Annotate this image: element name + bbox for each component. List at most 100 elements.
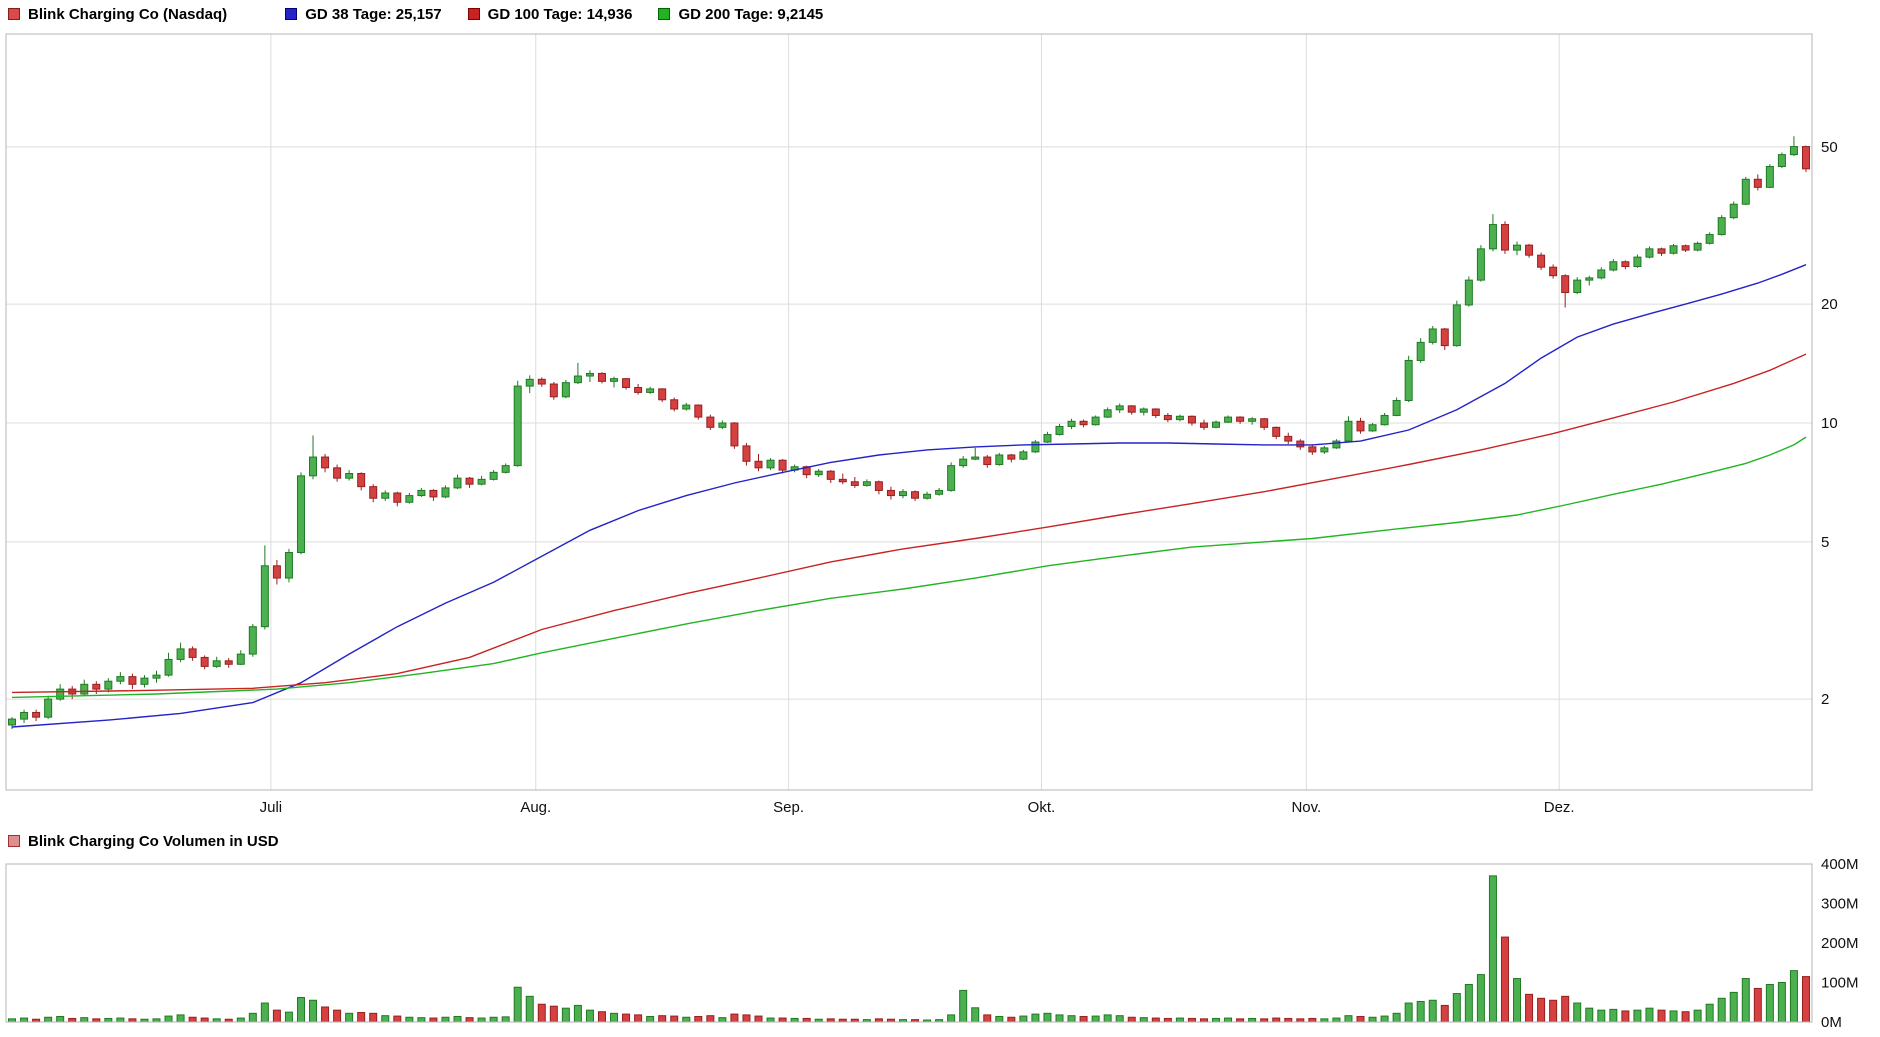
candle-up: [1139, 408, 1148, 413]
volume-bar: [1789, 970, 1798, 1023]
candle-up: [718, 422, 727, 428]
candle-up: [164, 658, 173, 676]
candle-down: [128, 676, 137, 685]
candle-up: [971, 456, 980, 460]
candle-down: [549, 383, 558, 398]
candle-up: [381, 492, 390, 499]
volume-bar: [610, 1012, 619, 1023]
volume-bar: [1669, 1010, 1678, 1023]
volume-bar: [417, 1017, 426, 1023]
candle-up: [296, 475, 305, 554]
candle-up: [1464, 279, 1473, 306]
volume-bar: [1633, 1009, 1642, 1023]
volume-bar: [381, 1015, 390, 1023]
volume-bar: [995, 1015, 1004, 1023]
volume-bar: [44, 1016, 53, 1023]
gd200-swatch-icon: [658, 8, 671, 20]
volume-bar: [622, 1013, 631, 1023]
volume-bar: [1801, 976, 1810, 1023]
candle-down: [754, 460, 763, 469]
volume-bar: [525, 995, 534, 1023]
price-chart-canvas: 50 20 10 5 2 Juli Aug. Sep. Okt. Nov. Dez.: [5, 33, 1838, 816]
volume-bar: [634, 1014, 643, 1023]
candle-up: [1476, 248, 1485, 281]
volume-bar: [1705, 1003, 1714, 1023]
volume-bar: [658, 1015, 667, 1023]
volume-bar: [983, 1014, 992, 1023]
candle-up: [513, 385, 522, 467]
volume-bar: [1067, 1015, 1076, 1023]
candle-up: [212, 660, 221, 667]
month-label: Aug.: [520, 799, 551, 816]
candle-up: [20, 711, 29, 720]
ma-line-gd-38-tage: [11, 264, 1807, 728]
candle-up: [1669, 245, 1678, 254]
candle-up: [1031, 441, 1040, 453]
candle-down: [200, 656, 209, 667]
volume-bar: [1139, 1017, 1148, 1023]
volume-bar: [1777, 982, 1786, 1023]
volume-tick-label: 300M: [1821, 896, 1859, 913]
volume-bar: [1091, 1015, 1100, 1023]
candle-up: [236, 653, 245, 665]
volume-bar: [260, 1002, 269, 1023]
candle-up: [1452, 304, 1461, 347]
candle-down: [1621, 261, 1630, 268]
volume-bar: [321, 1006, 330, 1023]
volume-bar: [1525, 993, 1534, 1023]
volume-bar: [200, 1017, 209, 1023]
volume-bar: [718, 1017, 727, 1023]
volume-bar: [309, 999, 318, 1023]
candle-up: [995, 454, 1004, 466]
candle-up: [1103, 409, 1112, 418]
candle-up: [1248, 418, 1257, 422]
volume-bar: [585, 1009, 594, 1023]
candle-up: [1693, 242, 1702, 251]
candle-down: [1272, 426, 1281, 437]
candle-down: [778, 459, 787, 471]
volume-tick-label: 400M: [1821, 856, 1859, 873]
candle-up: [1067, 420, 1076, 427]
volume-bars: [8, 875, 1810, 1023]
volume-bar: [1007, 1016, 1016, 1023]
candle-down: [850, 481, 859, 486]
volume-bar: [1609, 1008, 1618, 1023]
candle-up: [585, 372, 594, 377]
gd100-label: GD 100 Tage: 14,936: [487, 5, 633, 23]
month-axis-labels: Juli Aug. Sep. Okt. Nov. Dez.: [260, 799, 1575, 816]
volume-bar: [1308, 1017, 1317, 1023]
volume-bar: [1513, 978, 1522, 1023]
candlesticks: [8, 136, 1810, 730]
volume-bar: [1380, 1015, 1389, 1023]
candle-down: [1079, 420, 1088, 426]
candle-down: [1163, 414, 1172, 421]
candle-down: [670, 399, 679, 410]
price-tick-label: 2: [1821, 691, 1829, 708]
volume-bar: [272, 1009, 281, 1023]
volume-bar: [1404, 1002, 1413, 1023]
candle-down: [537, 378, 546, 385]
candle-up: [1633, 256, 1642, 268]
volume-bar: [20, 1017, 29, 1023]
volume-bar: [1151, 1017, 1160, 1023]
volume-bar: [164, 1015, 173, 1023]
volume-bar: [1043, 1012, 1052, 1023]
candle-up: [284, 552, 293, 579]
price-tick-label: 50: [1821, 139, 1838, 156]
volume-bar: [1464, 983, 1473, 1023]
candle-down: [1537, 254, 1546, 268]
candle-up: [453, 477, 462, 489]
candle-down: [622, 378, 631, 388]
candle-up: [248, 626, 257, 655]
volume-bar: [1621, 1010, 1630, 1023]
volume-bar: [1175, 1017, 1184, 1023]
volume-bar: [597, 1011, 606, 1023]
volume-bar: [1597, 1009, 1606, 1023]
volume-bar: [1224, 1017, 1233, 1023]
volume-bar: [1212, 1017, 1221, 1023]
candle-down: [224, 660, 233, 665]
volume-bar: [104, 1017, 113, 1023]
volume-bar: [1019, 1015, 1028, 1023]
volume-bar: [1585, 1007, 1594, 1023]
candle-up: [1573, 279, 1582, 293]
